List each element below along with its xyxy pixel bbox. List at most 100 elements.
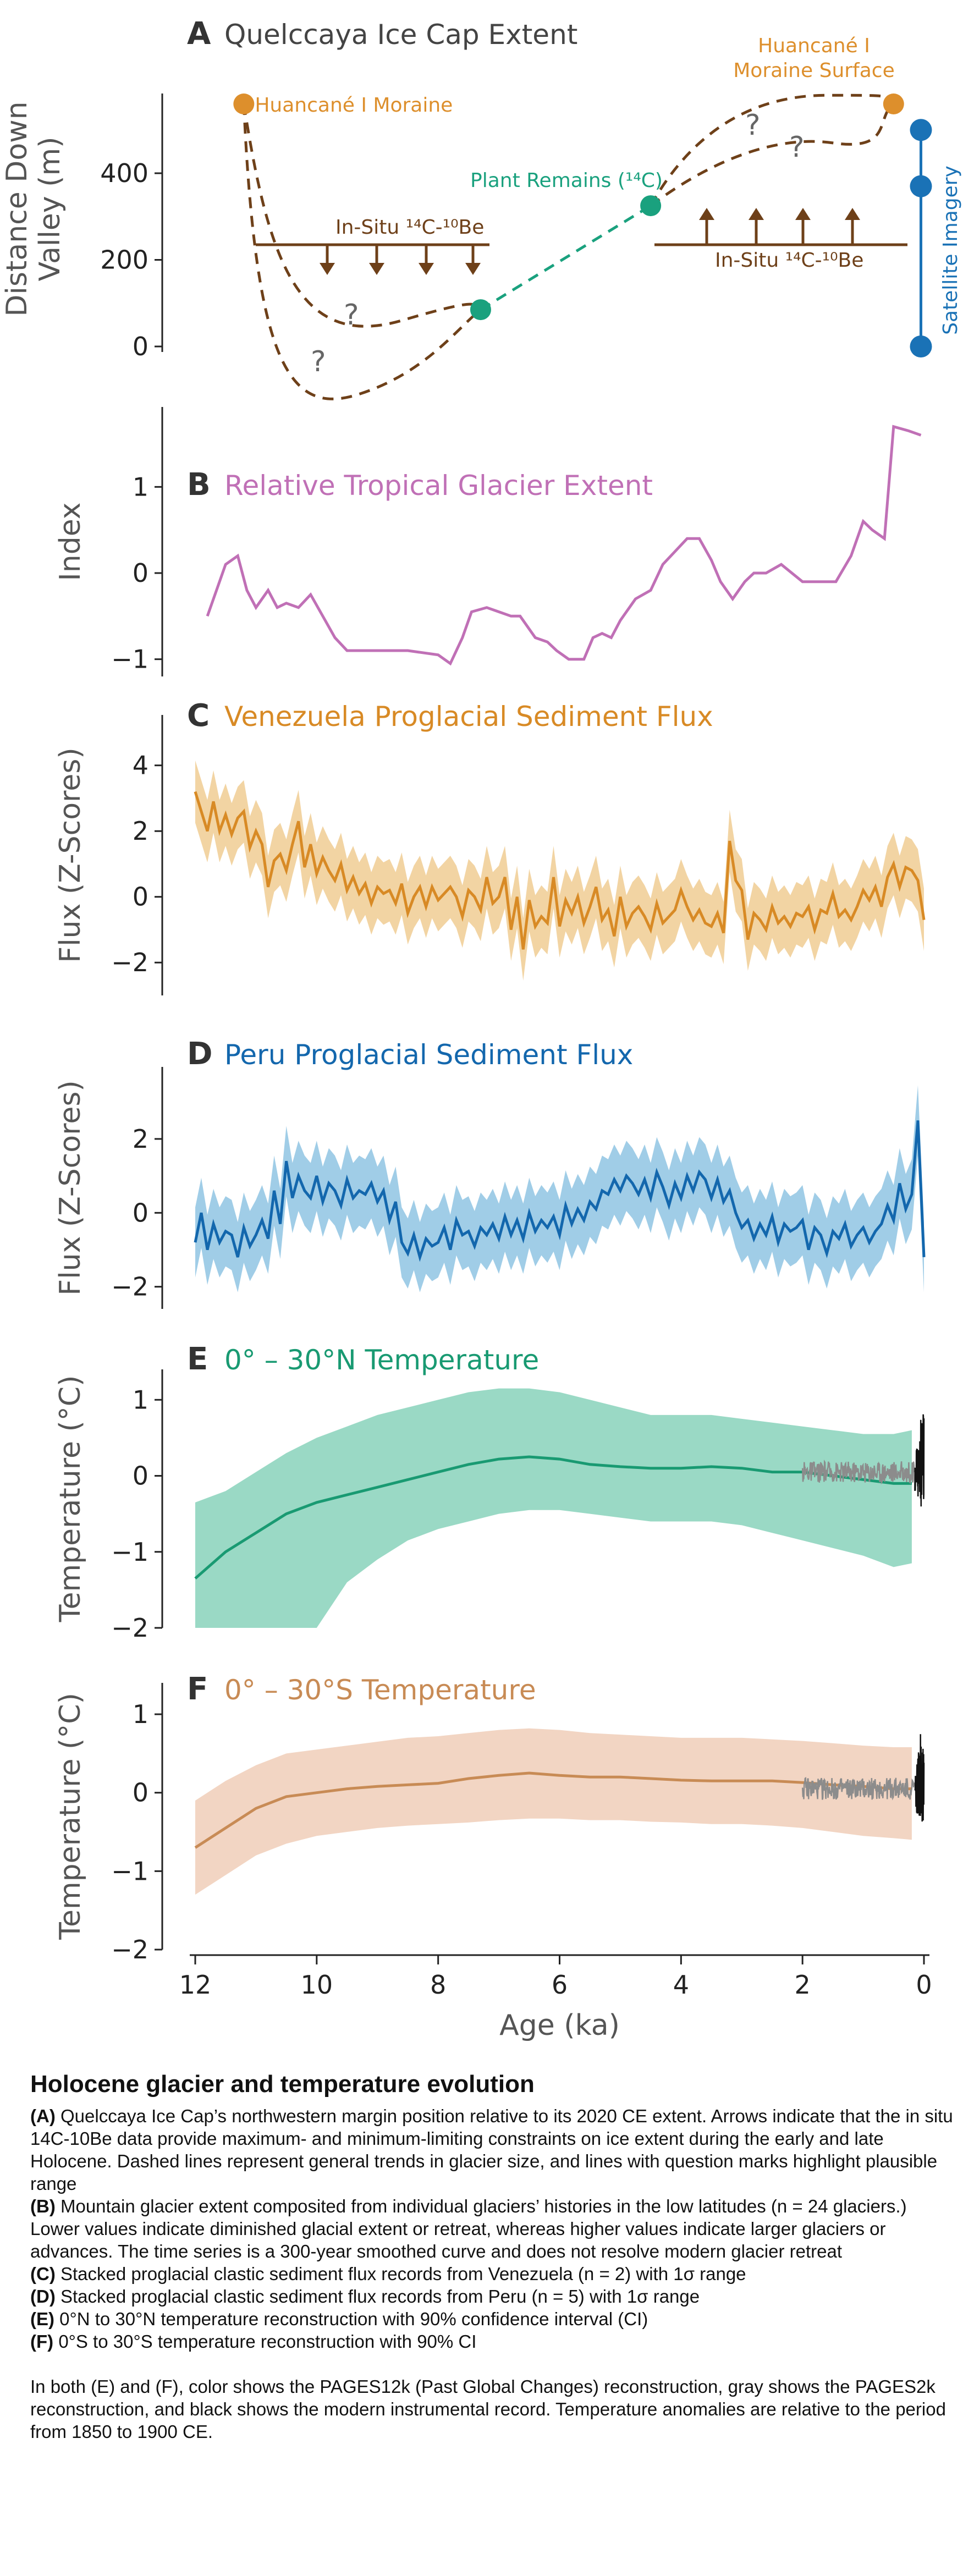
confidence-band xyxy=(195,1085,924,1292)
insitu-arrowhead-down xyxy=(369,263,384,275)
panel-letter: B xyxy=(187,467,211,503)
series-line xyxy=(194,791,926,950)
satellite-point xyxy=(910,335,932,357)
y-tick-label: −2 xyxy=(111,948,148,977)
x-axis: 12 10 8 6 4 2 0 Age (ka) xyxy=(179,1954,932,2042)
confidence-band xyxy=(195,760,924,981)
question-mark: ? xyxy=(311,345,326,378)
trend-line-lower xyxy=(242,103,482,400)
y-tick-label: −1 xyxy=(111,645,148,674)
y-tick-label: 1 xyxy=(133,472,148,502)
y-tick-label: 0 xyxy=(133,882,148,912)
caption-tag-c: (C) xyxy=(30,2264,56,2284)
trend-line-late-lower xyxy=(650,102,895,207)
y-axis-label-line: Distance Down xyxy=(1,101,34,316)
question-mark: ? xyxy=(789,131,805,164)
y-tick-label: 4 xyxy=(133,751,148,780)
panel-letter: C xyxy=(187,698,210,734)
insitu-arrowhead-down xyxy=(465,263,481,275)
caption-tag-e: (E) xyxy=(30,2309,54,2329)
insitu-early-point xyxy=(470,299,491,321)
panel-letter: D xyxy=(187,1036,212,1072)
satellite-point xyxy=(910,175,932,197)
y-axis-label: Distance DownValley (m) xyxy=(1,101,67,316)
x-axis-label: Age (ka) xyxy=(499,2009,620,2042)
y-tick-label: 1 xyxy=(133,1699,148,1729)
x-tick-label: 10 xyxy=(301,1970,333,2000)
y-tick-label: 400 xyxy=(100,158,148,188)
caption-tag-f: (F) xyxy=(30,2331,54,2352)
y-tick-label: −2 xyxy=(111,1935,148,1964)
insitu-label-early: In-Situ ¹⁴C-¹⁰Be xyxy=(335,216,484,239)
y-tick-label: 0 xyxy=(133,1461,148,1491)
y-tick-label: 0 xyxy=(133,1778,148,1808)
y-axis-label: Temperature (°C) xyxy=(54,1375,87,1623)
moraine-surface-label: Huancané I xyxy=(758,35,870,57)
trend-line-green xyxy=(480,204,652,311)
confidence-band xyxy=(195,1728,912,1895)
y-axis-label: Flux (Z-Scores) xyxy=(54,747,87,962)
panel-title: Venezuela Proglacial Sediment Flux xyxy=(224,701,713,733)
pages2k-record xyxy=(801,1777,915,1801)
caption-text-a: Quelccaya Ice Cap’s northwestern margin … xyxy=(30,2106,953,2194)
question-mark: ? xyxy=(745,109,761,142)
panel-b: −1 0 1 Index B Relative Tropical Glacier Exte… xyxy=(54,407,922,676)
caption-text-b: Mountain glacier extent composited from … xyxy=(30,2196,907,2261)
y-tick-label: 0 xyxy=(133,1198,148,1228)
panel-title: Relative Tropical Glacier Extent xyxy=(224,470,653,502)
x-tick-label: 2 xyxy=(795,1970,811,2000)
insitu-arrowhead-up xyxy=(749,208,764,220)
panel-title: 0° – 30°S Temperature xyxy=(224,1674,536,1706)
y-axis-label-line: Valley (m) xyxy=(34,137,67,282)
panel-letter: F xyxy=(187,1671,208,1707)
caption-title: Holocene glacier and temperature evoluti… xyxy=(30,2071,535,2098)
x-tick-label: 8 xyxy=(430,1970,446,2000)
x-tick-label: 12 xyxy=(179,1970,212,2000)
panel-title: Quelccaya Ice Cap Extent xyxy=(224,19,577,51)
panel-f: −2 −1 0 1 Temperature (°C) F 0° – 30°S Tempera… xyxy=(54,1671,925,1964)
panel-e: −2 −1 0 1 Temperature (°C) E 0° – 30°N Tempera… xyxy=(54,1341,925,1643)
insitu-arrowhead-up xyxy=(699,208,714,220)
y-tick-label: 0 xyxy=(133,332,148,361)
caption-text-d: Stacked proglacial clastic sediment flux… xyxy=(60,2286,700,2307)
y-tick-label: 200 xyxy=(100,245,148,275)
trend-line-upper xyxy=(242,103,481,328)
caption-text-f: 0°S to 30°S temperature reconstruction w… xyxy=(58,2331,477,2352)
panel-title: 0° – 30°N Temperature xyxy=(224,1344,539,1376)
caption-item-f: (F) 0°S to 30°S temperature reconstructi… xyxy=(30,2330,954,2353)
y-tick-label: 2 xyxy=(133,1124,148,1154)
panel-letter: A xyxy=(187,16,211,52)
series-line xyxy=(194,1771,912,1849)
y-tick-label: 0 xyxy=(133,558,148,588)
y-tick-label: 2 xyxy=(133,816,148,846)
insitu-arrowhead-up xyxy=(795,208,811,220)
panel-d: −2 0 2 Flux (Z-Scores) D Peru Proglacial Sedi… xyxy=(54,1036,926,1309)
plant-remains-point xyxy=(640,195,662,217)
caption-tag-b: (B) xyxy=(30,2196,56,2216)
instrumental-record xyxy=(914,1414,925,1507)
trend-line-late-upper xyxy=(649,93,895,207)
caption-tag-d: (D) xyxy=(30,2286,56,2307)
insitu-arrowhead-down xyxy=(320,263,335,275)
panel-letter: E xyxy=(187,1341,208,1377)
satellite-label: Satellite Imagery xyxy=(939,166,962,335)
panel-title: Peru Proglacial Sediment Flux xyxy=(224,1039,633,1071)
moraine-surface-label: Moraine Surface xyxy=(733,59,895,82)
x-tick-label: 6 xyxy=(552,1970,568,2000)
y-tick-label: −2 xyxy=(111,1272,148,1302)
caption-item-e: (E) 0°N to 30°N temperature reconstructi… xyxy=(30,2308,954,2330)
series-line xyxy=(194,1120,926,1262)
moraine-surface-point xyxy=(883,93,904,114)
caption-text-c: Stacked proglacial clastic sediment flux… xyxy=(60,2264,746,2284)
caption-item-c: (C) Stacked proglacial clastic sediment … xyxy=(30,2263,954,2285)
confidence-band xyxy=(195,1388,912,1628)
x-tick-label: 4 xyxy=(673,1970,689,2000)
figure-caption: Holocene glacier and temperature evoluti… xyxy=(30,2071,954,2443)
y-tick-label: −1 xyxy=(111,1856,148,1886)
y-tick-label: −2 xyxy=(111,1613,148,1643)
insitu-arrowhead-down xyxy=(419,263,434,275)
satellite-point xyxy=(910,119,932,141)
series-line xyxy=(206,425,922,666)
panel-c: −2 0 2 4 Flux (Z-Scores) C Venezuela Proglacia… xyxy=(54,698,926,995)
